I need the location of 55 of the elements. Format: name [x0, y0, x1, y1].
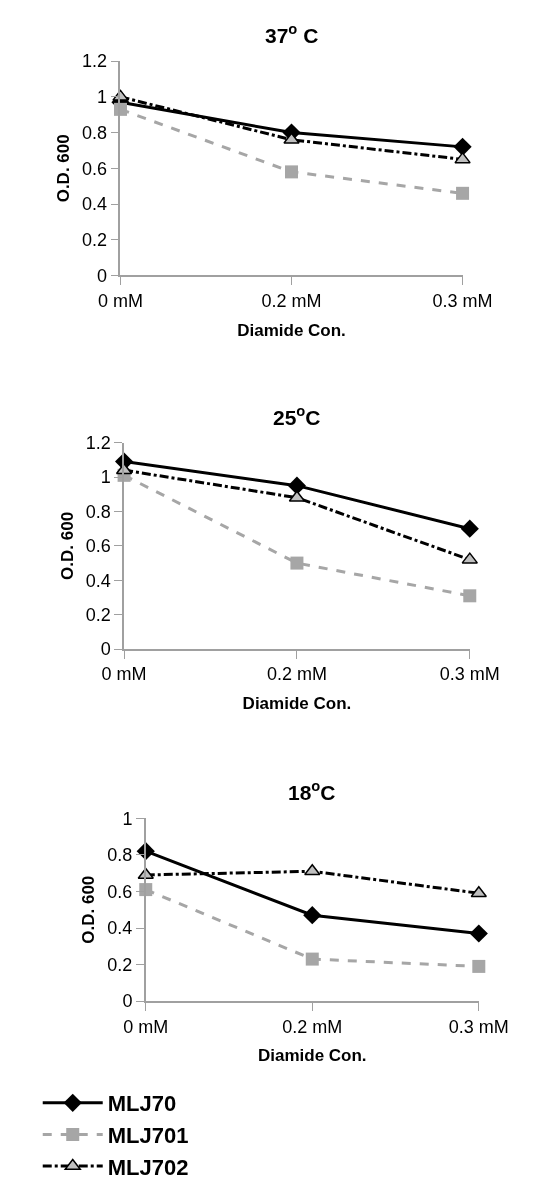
- point: [285, 165, 299, 179]
- x-axis-title: Diamide Con.: [237, 320, 346, 340]
- y-tick-label: 0: [122, 991, 133, 1012]
- y-tick-label: 0.8: [85, 501, 111, 522]
- x-tick-label: 0.3 mM: [439, 664, 500, 685]
- point: [454, 152, 471, 164]
- y-tick-label: 1: [122, 808, 133, 829]
- y-tick-label: 0.6: [107, 881, 133, 902]
- y-tick-label: 0.4: [85, 570, 111, 591]
- point: [456, 186, 470, 200]
- x-tick-label: 0 mM: [123, 1016, 169, 1037]
- point: [472, 959, 486, 973]
- point: [469, 924, 488, 943]
- legend-label: MLJ70: [107, 1091, 177, 1117]
- x-tick-label: 0 mM: [97, 290, 143, 311]
- y-axis-title: O.D. 600: [57, 511, 77, 580]
- x-tick-label: 0.2 mM: [266, 664, 327, 685]
- point: [283, 132, 300, 144]
- legend-label: MLJ702: [107, 1154, 189, 1180]
- y-axis-title: O.D. 600: [54, 134, 74, 203]
- y-tick-label: 0.2: [85, 605, 111, 626]
- point: [304, 864, 321, 876]
- y-tick-label: 0.2: [82, 230, 108, 251]
- point: [290, 556, 304, 570]
- y-tick-label: 0.6: [85, 536, 111, 557]
- y-tick-label: 0.2: [107, 954, 133, 975]
- point: [453, 137, 472, 156]
- y-tick-label: 0.4: [82, 194, 108, 215]
- point: [460, 519, 479, 538]
- y-tick-label: 0: [100, 639, 111, 660]
- point: [463, 589, 477, 603]
- y-axis-title: O.D. 600: [79, 875, 99, 944]
- y-tick-label: 0: [97, 265, 108, 286]
- legend-label: MLJ701: [107, 1122, 189, 1148]
- x-tick-label: 0.2 mM: [282, 1016, 343, 1037]
- x-tick-label: 0.3 mM: [432, 290, 493, 311]
- y-tick-label: 0.8: [82, 122, 108, 143]
- point: [287, 476, 307, 495]
- y-tick-label: 0.6: [82, 158, 108, 179]
- chart-title: 18$^{o}$C: [288, 778, 336, 804]
- y-tick-label: 0.8: [107, 845, 133, 866]
- y-tick-label: 1: [100, 467, 111, 488]
- x-tick-label: 0.3 mM: [448, 1016, 509, 1037]
- x-tick-label: 0 mM: [101, 664, 147, 685]
- y-tick-label: 1.2: [82, 51, 108, 72]
- chart-title: 37$^{o}$ C: [265, 21, 319, 47]
- x-axis-title: Diamide Con.: [257, 1046, 367, 1066]
- point: [303, 906, 322, 925]
- x-axis-title: Diamide Con.: [242, 694, 352, 714]
- y-tick-label: 0.4: [107, 918, 133, 939]
- x-tick-label: 0.2 mM: [261, 290, 322, 311]
- y-tick-label: 1.2: [85, 432, 111, 453]
- chart-title: 25$^{o}$C: [273, 403, 321, 429]
- point: [305, 952, 319, 966]
- y-tick-label: 1: [97, 87, 108, 108]
